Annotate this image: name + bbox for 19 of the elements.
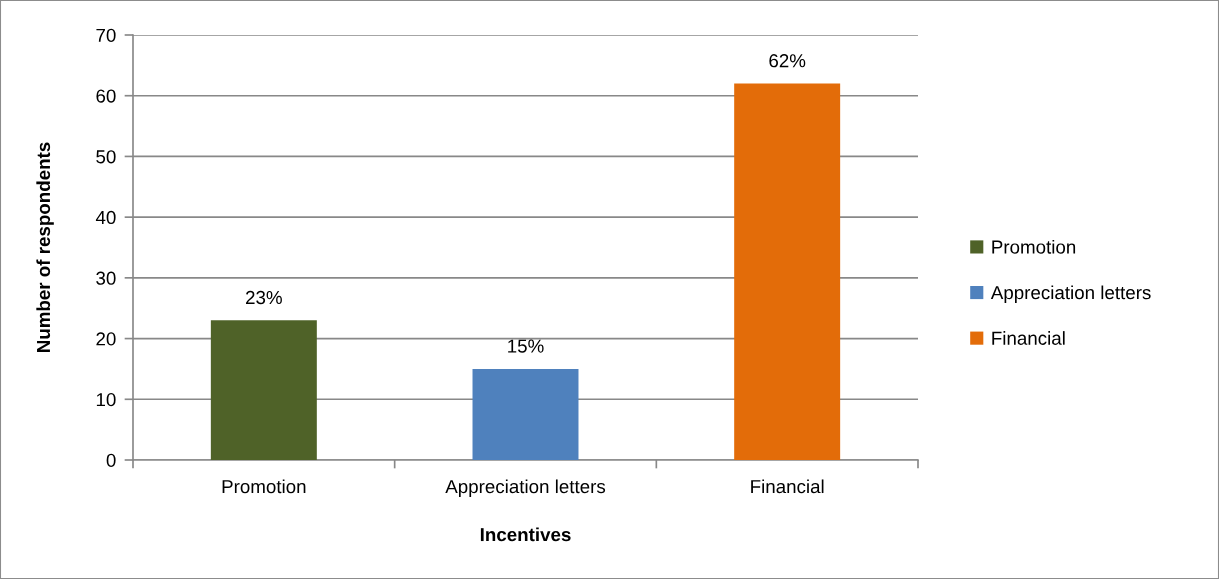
y-tick-label: 70 [96,28,116,42]
x-tick-label: Appreciation letters [445,479,606,497]
legend-label: Promotion [992,239,1076,254]
y-tick-label: 10 [96,392,116,407]
x-tick-label: Financial [751,479,824,494]
y-tick-label: 20 [96,332,116,346]
data-label: 23% [246,290,282,305]
data-label: 15% [508,339,544,353]
y-tick-label: 0 [106,453,116,467]
data-label: 62% [769,54,806,68]
x-tick-label: Promotion [222,479,306,494]
legend-label: Appreciation letters [990,285,1151,303]
y-tick-label: 50 [96,150,116,164]
y-tick-label: 60 [96,89,116,103]
y-axis-title: Number of respondents [36,142,54,352]
x-axis-title: Incentives [480,527,571,542]
y-tick-label: 40 [95,210,116,225]
y-tick-label: 30 [96,271,116,285]
legend-label: Financial [992,331,1065,345]
